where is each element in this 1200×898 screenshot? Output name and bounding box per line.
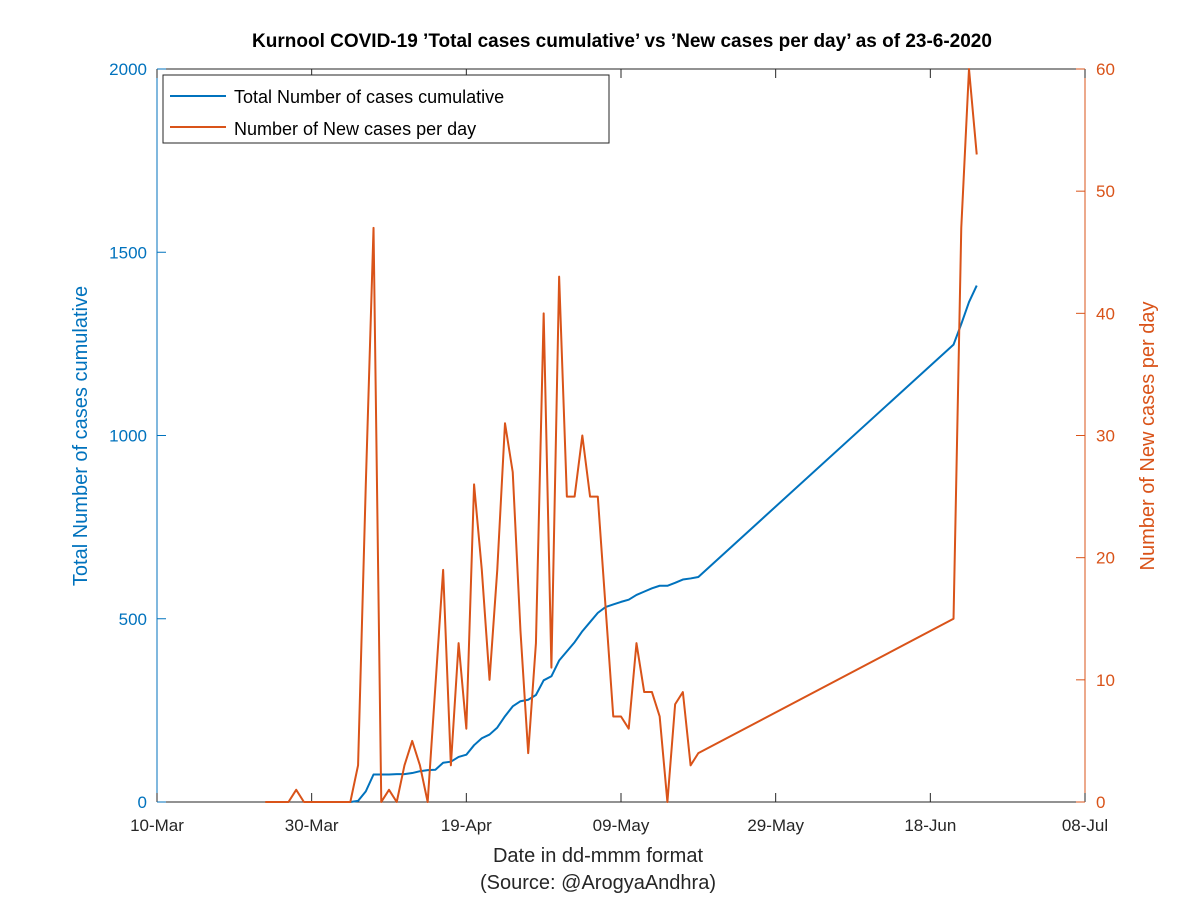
y-left-tick-label: 1500 [109,243,147,262]
x-axis-label: Date in dd-mmm format [493,845,703,867]
legend-label-cumulative: Total Number of cases cumulative [234,87,504,107]
x-tick-label: 08-Jul [1062,816,1108,835]
series-line-new-cases [265,68,978,803]
legend-box [162,74,610,144]
y-right-tick-label: 30 [1096,427,1115,446]
y-right-tick-label: 40 [1096,304,1115,323]
y-left-tick-label: 500 [119,610,147,629]
y-left-tick-label: 0 [138,793,147,812]
x-tick-label: 18-Jun [904,816,956,835]
series-layer [265,68,978,803]
x-axis-ticks: 10-Mar 30-Mar 19-Apr 09-May 29-May 18-Jun 08-J… [130,69,1108,835]
legend-label-new-cases: Number of New cases per day [234,119,476,139]
y-axis-left-label: Total Number of cases cumulative [70,286,92,586]
x-tick-label: 19-Apr [441,816,492,835]
legend: Total Number of cases cumulative Number … [162,74,610,144]
y-axis-left-ticks: 0 500 1000 1500 2000 [109,60,166,812]
y-right-tick-label: 50 [1096,182,1115,201]
x-tick-label: 10-Mar [130,816,184,835]
chart-title: Kurnool COVID-19 ’Total cases cumulative… [252,31,992,52]
series-line-cumulative [350,285,978,803]
y-axis-right-ticks: 0 10 20 30 40 50 60 [1076,60,1115,812]
y-left-tick-label: 1000 [109,427,147,446]
x-tick-label: 09-May [593,816,650,835]
x-axis-source-label: (Source: @ArogyaAndhra) [480,872,716,894]
y-right-tick-label: 10 [1096,671,1115,690]
x-tick-label: 30-Mar [285,816,339,835]
y-right-tick-label: 60 [1096,60,1115,79]
y-right-tick-label: 20 [1096,549,1115,568]
y-left-tick-label: 2000 [109,60,147,79]
y-axis-right-label: Number of New cases per day [1137,301,1159,570]
x-tick-label: 29-May [747,816,804,835]
y-right-tick-label: 0 [1096,793,1105,812]
